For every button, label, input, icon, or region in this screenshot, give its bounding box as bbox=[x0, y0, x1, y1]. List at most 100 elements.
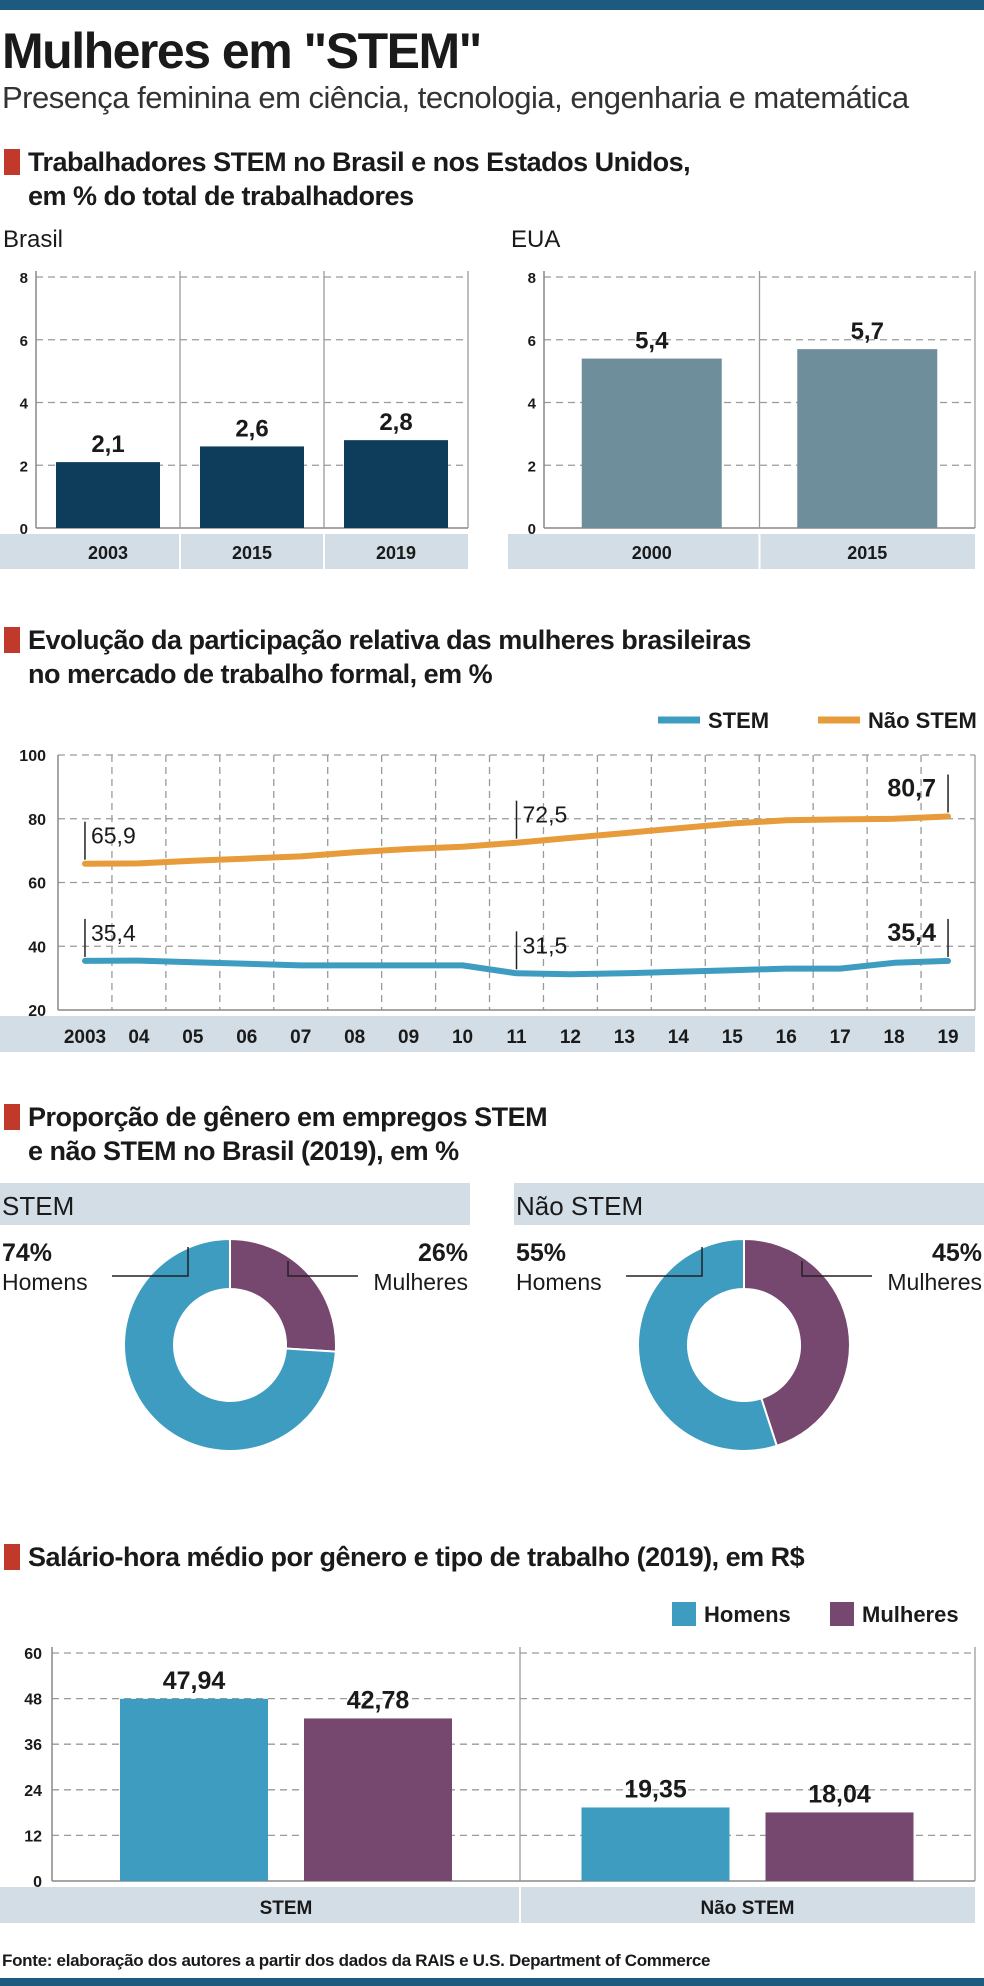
page-title: Mulheres em "STEM" bbox=[2, 23, 482, 79]
donut-label-homens-stem: Homens bbox=[2, 1269, 88, 1295]
y-tick-label-brasil: 4 bbox=[20, 396, 29, 413]
legend-label-0: STEM bbox=[708, 708, 769, 733]
leader-line-homens-nao-stem bbox=[626, 1247, 703, 1277]
legend-label-0: Homens bbox=[704, 1602, 791, 1627]
annotation-label-1: 72,5 bbox=[523, 802, 568, 828]
x-axis-band bbox=[0, 1016, 975, 1052]
legend-swatch-0 bbox=[672, 1602, 696, 1626]
bar-value-label-brasil: 2,6 bbox=[235, 415, 268, 442]
x-tick-label: 06 bbox=[236, 1027, 257, 1048]
x-tick-label: 04 bbox=[128, 1027, 150, 1048]
x-tick-label: 08 bbox=[344, 1027, 365, 1048]
x-tick-label: 2003 bbox=[64, 1027, 106, 1048]
section-marker bbox=[4, 627, 20, 653]
source-note: Fonte: elaboração dos autores a partir d… bbox=[2, 1951, 711, 1970]
bar-value-label: 18,04 bbox=[808, 1780, 871, 1808]
y-tick-label: 0 bbox=[33, 1874, 42, 1891]
legend-label-1: Não STEM bbox=[868, 708, 977, 733]
y-tick-label: 100 bbox=[19, 748, 46, 765]
y-tick-label: 12 bbox=[24, 1828, 42, 1845]
leader-line-homens-stem bbox=[112, 1247, 189, 1277]
section-marker bbox=[4, 1104, 20, 1130]
donut-value-mulheres-nao-stem: 45% bbox=[932, 1239, 982, 1267]
y-tick-label: 24 bbox=[24, 1783, 42, 1800]
bar-Mulheres-Não STEM bbox=[765, 1812, 914, 1881]
y-tick-label-eua: 4 bbox=[528, 396, 537, 413]
section-title-3: Proporção de gênero em empregos STEM e n… bbox=[2, 1100, 548, 1168]
panel-title-brasil: Brasil bbox=[3, 226, 63, 253]
x-tick-label-brasil: 2015 bbox=[232, 543, 272, 563]
y-tick-label: 40 bbox=[28, 939, 46, 956]
donut-label-mulheres-nao-stem: Mulheres bbox=[887, 1269, 982, 1295]
y-tick-label: 48 bbox=[24, 1692, 42, 1709]
donut-stem bbox=[123, 1237, 337, 1452]
x-tick-label: 15 bbox=[722, 1027, 744, 1048]
donut-slice-homens-stem bbox=[123, 1237, 337, 1452]
legend-swatch-1 bbox=[830, 1602, 854, 1626]
section-title-4: Salário-hora médio por gênero e tipo de … bbox=[2, 1540, 805, 1574]
chart-hourly-wage: Homens Mulheres 0 12 24 36 48 60 STEM 47,94 42,78 N… bbox=[0, 1602, 976, 1923]
x-tick-label: 09 bbox=[398, 1027, 419, 1048]
donut-title-stem: STEM bbox=[2, 1191, 74, 1221]
y-tick-label: 20 bbox=[28, 1003, 46, 1020]
section-title-3-line2: e não STEM no Brasil (2019), em % bbox=[28, 1136, 459, 1166]
x-axis-band-eua bbox=[508, 534, 975, 569]
donut-value-homens-stem: 74% bbox=[2, 1239, 52, 1267]
chart-women-participation: STEM Não STEM 20 40 60 80 100 2003 04 05 06 07 08 09 1… bbox=[0, 708, 977, 1052]
section-title-3-line1: Proporção de gênero em empregos STEM bbox=[28, 1102, 548, 1132]
annotation-label-0: 35,4 bbox=[887, 919, 936, 947]
x-tick-label-eua: 2000 bbox=[632, 543, 672, 563]
series-line-0 bbox=[82, 957, 951, 978]
legend-label-1: Mulheres bbox=[862, 1602, 959, 1627]
y-tick-label: 60 bbox=[28, 876, 46, 893]
bar-brasil-2019 bbox=[344, 440, 448, 528]
x-tick-label: 11 bbox=[506, 1027, 527, 1048]
x-tick-label: 10 bbox=[452, 1027, 473, 1048]
bar-Homens-STEM bbox=[120, 1698, 268, 1881]
leader-line-mulheres-stem bbox=[287, 1261, 358, 1277]
x-tick-label: STEM bbox=[260, 1898, 313, 1919]
y-tick-label-brasil: 6 bbox=[20, 333, 28, 350]
x-tick-label: 16 bbox=[776, 1027, 797, 1048]
page-subtitle: Presença feminina em ciência, tecnologia… bbox=[2, 80, 909, 115]
donut-slice-mulheres-stem bbox=[229, 1237, 337, 1353]
bar-value-label-brasil: 2,8 bbox=[379, 409, 412, 436]
x-tick-label: 07 bbox=[290, 1027, 311, 1048]
section-title-1: Trabalhadores STEM no Brasil e nos Estad… bbox=[2, 145, 691, 213]
x-tick-label: Não STEM bbox=[701, 1898, 795, 1919]
donut-header-band-nao-stem bbox=[514, 1183, 984, 1225]
bar-eua-2000 bbox=[581, 358, 722, 528]
x-tick-label: 17 bbox=[830, 1027, 851, 1048]
donut-label-mulheres-stem: Mulheres bbox=[373, 1269, 468, 1295]
y-tick-label: 80 bbox=[28, 812, 46, 829]
bar-value-label-brasil: 2,1 bbox=[91, 431, 124, 458]
x-tick-label: 18 bbox=[884, 1027, 905, 1048]
x-tick-label: 13 bbox=[614, 1027, 635, 1048]
x-tick-label: 19 bbox=[937, 1027, 958, 1048]
x-axis-band bbox=[0, 1887, 975, 1923]
bar-Mulheres-STEM bbox=[304, 1718, 452, 1881]
bottom-bar bbox=[0, 1978, 984, 1986]
top-bar bbox=[0, 0, 984, 10]
y-tick-label: 36 bbox=[24, 1737, 42, 1754]
annotation-label-0: 31,5 bbox=[523, 932, 568, 958]
annotation-label-1: 80,7 bbox=[887, 775, 936, 803]
bar-value-label: 47,94 bbox=[163, 1667, 226, 1695]
y-tick-label: 60 bbox=[24, 1646, 42, 1663]
y-tick-label-brasil: 2 bbox=[20, 458, 28, 475]
donut-header-band-stem bbox=[0, 1183, 470, 1225]
bar-brasil-2015 bbox=[200, 446, 304, 528]
y-tick-label-eua: 0 bbox=[528, 521, 536, 538]
section-title-1-line2: em % do total de trabalhadores bbox=[28, 181, 414, 211]
section-title-2-line1: Evolução da participação relativa das mu… bbox=[28, 625, 751, 655]
donut-title-nao-stem: Não STEM bbox=[516, 1191, 643, 1221]
leader-line-mulheres-nao-stem bbox=[801, 1261, 872, 1277]
bar-eua-2015 bbox=[797, 349, 938, 528]
section-marker bbox=[4, 1544, 20, 1570]
section-title-1-line1: Trabalhadores STEM no Brasil e nos Estad… bbox=[28, 147, 691, 177]
y-tick-label-brasil: 0 bbox=[20, 521, 28, 538]
bar-value-label: 42,78 bbox=[347, 1686, 410, 1714]
panel-title-eua: EUA bbox=[511, 226, 560, 253]
section-title-2-line2: no mercado de trabalho formal, em % bbox=[28, 659, 493, 689]
